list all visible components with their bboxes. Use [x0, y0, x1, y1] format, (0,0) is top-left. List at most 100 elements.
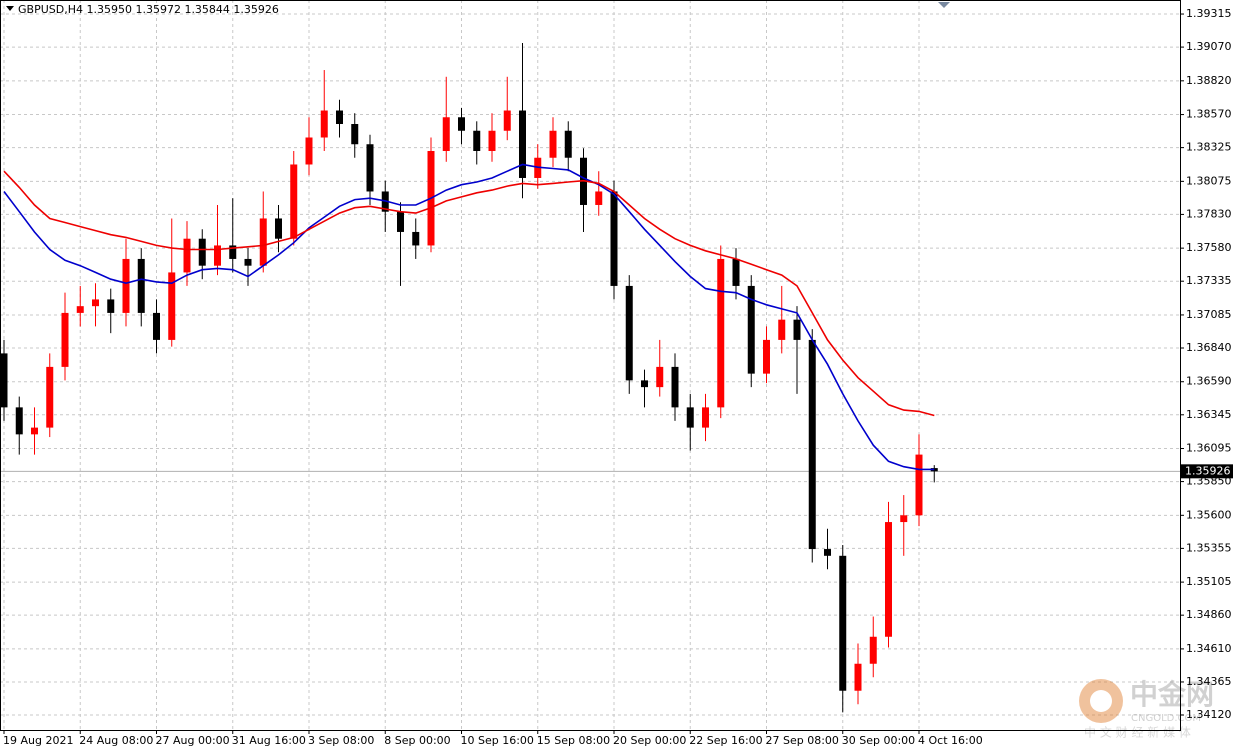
candle-body	[854, 663, 862, 691]
y-tick-label: 1.37335	[1186, 274, 1232, 287]
current-price-box	[1181, 464, 1233, 479]
candle-body	[717, 258, 725, 408]
candle-body	[641, 380, 648, 388]
candle-body	[137, 258, 145, 313]
x-tick-label: 31 Aug 16:00	[232, 734, 306, 747]
x-tick-label: 22 Sep 16:00	[689, 734, 762, 747]
candle-body	[46, 366, 54, 428]
candle-body	[671, 366, 679, 408]
x-tick-label: 27 Aug 00:00	[156, 734, 230, 747]
y-tick-label: 1.34120	[1186, 708, 1232, 721]
watermark-logo	[1079, 679, 1123, 723]
plot-border	[0, 0, 1181, 731]
candle-body	[351, 124, 359, 145]
candle-body	[808, 339, 816, 550]
candle-body	[153, 312, 160, 340]
candle-body	[778, 319, 786, 340]
y-tick-label: 1.36840	[1186, 341, 1232, 354]
candle-body	[107, 299, 115, 313]
shift-marker	[938, 2, 950, 8]
candle-body	[732, 258, 740, 286]
moving-average	[3, 170, 935, 417]
candle-body	[503, 110, 511, 131]
candle-body	[610, 191, 618, 286]
current-price-label: 1.35926	[1185, 464, 1231, 477]
candle-body	[92, 299, 99, 307]
y-tick-label: 1.37085	[1186, 308, 1232, 321]
candle-body	[595, 191, 603, 205]
candle-body	[214, 245, 221, 266]
watermark: 中金网 CNGOLD.COM 中 文 财 经 新 媒 体	[1079, 678, 1214, 740]
y-tick-label: 1.34860	[1186, 608, 1232, 621]
x-tick-label: 24 Aug 08:00	[79, 734, 153, 747]
candle-body	[412, 231, 420, 246]
x-tick-label: 15 Sep 08:00	[537, 734, 610, 747]
y-tick-label: 1.38075	[1186, 174, 1232, 187]
candle-body	[702, 407, 709, 428]
candle-body	[885, 522, 892, 637]
candle-body	[320, 110, 328, 138]
x-tick-label: 8 Sep 00:00	[384, 734, 450, 747]
candle-body	[61, 312, 69, 367]
candle-body	[824, 549, 831, 556]
candle-body	[397, 211, 404, 232]
y-tick-label: 1.34365	[1186, 675, 1232, 688]
watermark-brand: 中金网	[1130, 678, 1214, 711]
candle-body	[259, 218, 267, 266]
candle-body	[229, 245, 237, 259]
y-tick-label: 1.34610	[1186, 642, 1232, 655]
candle-body	[839, 555, 847, 691]
watermark-slogan: 中 文 财 经 新 媒 体	[1084, 725, 1191, 740]
y-tick-label: 1.37580	[1186, 241, 1232, 254]
y-tick-label: 1.38820	[1186, 74, 1232, 87]
x-tick-label: 4 Oct 16:00	[918, 734, 983, 747]
y-tick-label: 1.35355	[1186, 541, 1232, 554]
x-tick-label: 20 Sep 00:00	[613, 734, 686, 747]
candle-body	[869, 636, 877, 664]
x-tick-label: 30 Sep 00:00	[842, 734, 915, 747]
candle-body	[686, 407, 694, 428]
candle-body	[793, 319, 801, 340]
x-tick-label: 3 Sep 08:00	[308, 734, 374, 747]
candle-body	[473, 130, 481, 151]
watermark-site: CNGOLD.COM	[1131, 713, 1201, 724]
y-tick-label: 1.35105	[1186, 575, 1232, 588]
moving-average	[3, 163, 935, 471]
candle-body	[656, 366, 664, 388]
y-tick-label: 1.39070	[1186, 40, 1232, 53]
candle-body	[290, 164, 298, 239]
candle-body	[76, 306, 84, 313]
candle-body	[747, 285, 755, 374]
candle-body	[519, 110, 526, 178]
candle-body	[275, 218, 282, 239]
candle-body	[198, 238, 206, 266]
candle-body	[0, 353, 8, 408]
candle-body	[183, 238, 191, 273]
candle-body	[900, 515, 908, 523]
title-arrow	[6, 6, 14, 11]
candle-body	[442, 117, 450, 151]
candle-body	[763, 339, 770, 374]
watermark-logo-inner	[1090, 690, 1112, 712]
candle-body	[549, 130, 557, 158]
candle-body	[915, 454, 923, 516]
candle-body	[168, 272, 176, 340]
candle-body	[15, 407, 23, 435]
y-tick-label: 1.36095	[1186, 442, 1232, 455]
candle-body	[122, 258, 130, 313]
candle-body	[336, 110, 343, 125]
y-tick-label: 1.39315	[1186, 7, 1232, 20]
x-tick-label: 10 Sep 16:00	[461, 734, 534, 747]
candle-body	[305, 137, 313, 165]
x-tick-label: 27 Sep 08:00	[766, 734, 839, 747]
y-tick-label: 1.35600	[1186, 508, 1232, 521]
plot	[0, 43, 1180, 713]
candle-body	[625, 285, 633, 381]
y-tick-label: 1.38570	[1186, 108, 1232, 121]
candle-body	[458, 117, 465, 131]
candle-body	[488, 130, 496, 151]
chart-title: GBPUSD,H4 1.35950 1.35972 1.35844 1.3592…	[18, 3, 279, 16]
